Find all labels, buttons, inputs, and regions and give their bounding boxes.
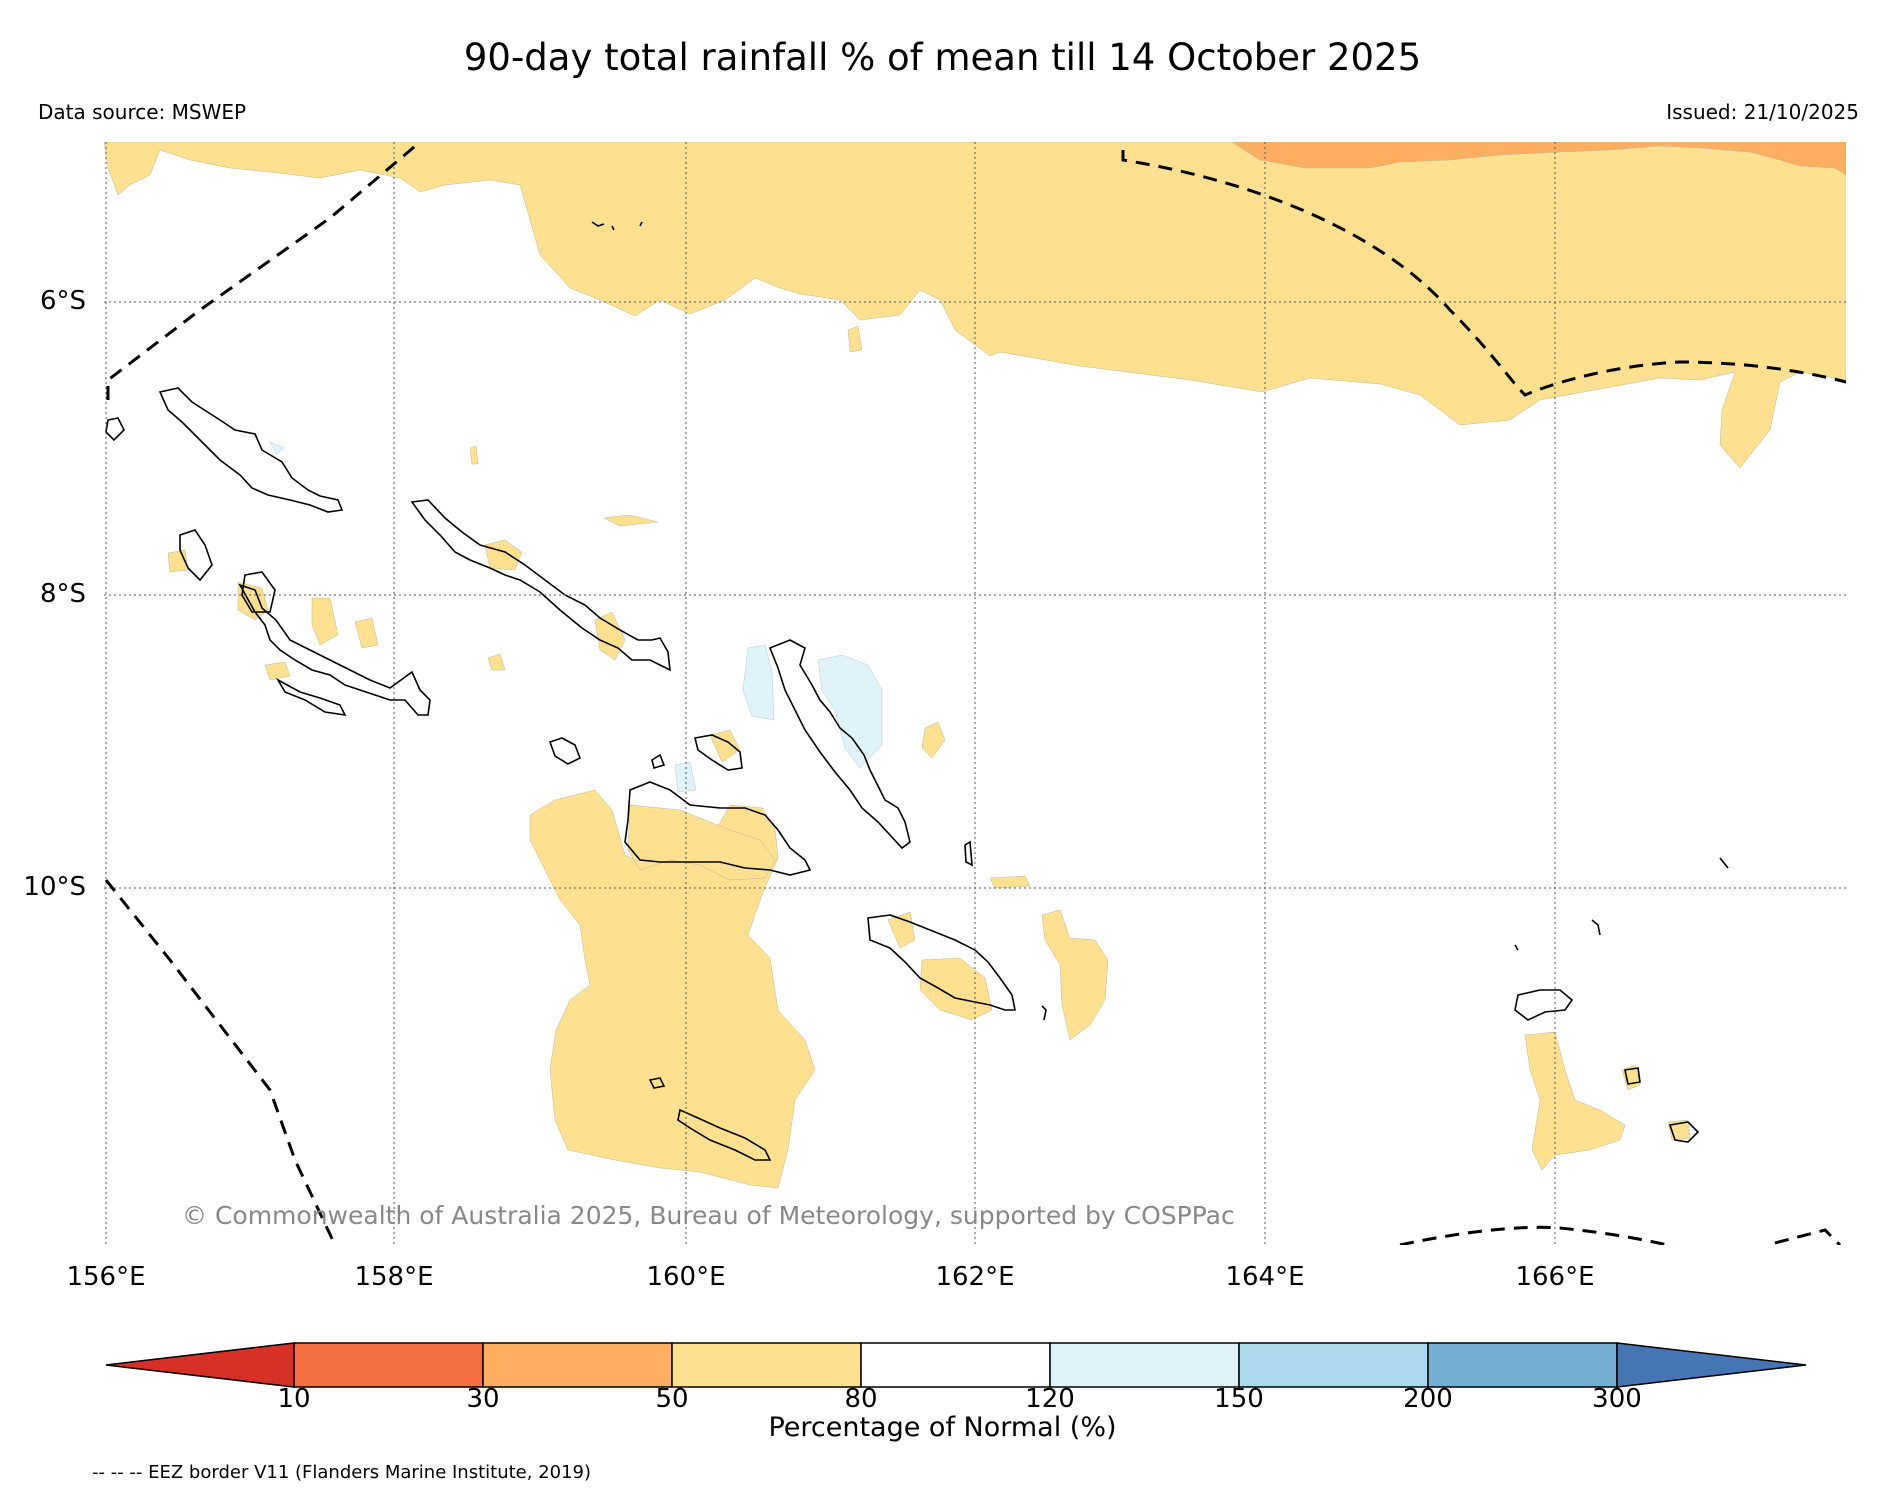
coastline-shortland bbox=[105, 417, 125, 442]
colorbar-tick-10: 10 bbox=[277, 1384, 311, 1414]
rainfall-region-small-3 bbox=[594, 611, 626, 661]
coastline-rennell bbox=[677, 1108, 772, 1161]
rainfall-region-small-6 bbox=[237, 581, 269, 621]
lon-label-156E: 156°E bbox=[66, 1262, 146, 1292]
lat-label-8S: 8°S bbox=[39, 579, 86, 609]
coastline-small-c bbox=[1514, 919, 1601, 951]
coastline-rendova bbox=[275, 677, 347, 717]
data-source-label: Data source: MSWEP bbox=[38, 100, 247, 124]
rainfall-region-small-15 bbox=[847, 325, 863, 353]
eez-border-nw bbox=[106, 142, 421, 400]
lat-label-10S: 10°S bbox=[23, 872, 86, 902]
coastline-kolombangara bbox=[241, 571, 276, 613]
coastline-malaita bbox=[768, 639, 911, 850]
coastline-russell bbox=[548, 737, 582, 765]
lon-label-164E: 164°E bbox=[1225, 1262, 1305, 1292]
lon-label-160E: 160°E bbox=[646, 1262, 726, 1292]
rainfall-region-small-10 bbox=[1621, 1064, 1641, 1091]
rainfall-region-makira-west bbox=[887, 911, 916, 949]
colorbar-bin-80-120 bbox=[860, 1342, 1051, 1388]
rainfall-region-rennell-east bbox=[1041, 909, 1109, 1041]
colorbar-extend-high bbox=[1616, 1342, 1807, 1388]
coastlines bbox=[105, 221, 1729, 1161]
colorbar bbox=[105, 1342, 1807, 1388]
colorbar-tick-50: 50 bbox=[655, 1384, 689, 1414]
colorbar-tick-200: 200 bbox=[1403, 1384, 1453, 1414]
rainfall-region-makira bbox=[919, 957, 993, 1021]
rainfall-region-wet-2 bbox=[742, 644, 775, 721]
colorbar-bin-30-50 bbox=[482, 1342, 673, 1388]
coastline-small-d bbox=[1041, 857, 1729, 1021]
issued-date-label: Issued: 21/10/2025 bbox=[1666, 100, 1859, 124]
rainfall-region-small-2 bbox=[709, 729, 741, 763]
coastline-vella-lavella bbox=[179, 529, 213, 582]
colorbar-bin-150-200 bbox=[1238, 1342, 1429, 1388]
copyright-watermark: © Commonwealth of Australia 2025, Bureau… bbox=[182, 1201, 1235, 1230]
coastline-new-georgia bbox=[238, 583, 431, 716]
coastline-bougainville bbox=[158, 387, 344, 513]
coastline-small-a bbox=[651, 753, 666, 770]
coastline-florida bbox=[694, 734, 743, 771]
rainfall-region-small-14 bbox=[487, 653, 506, 671]
colorbar-tick-300: 300 bbox=[1592, 1384, 1642, 1414]
rainfall-region-small-4 bbox=[484, 539, 523, 571]
coastline-utupua bbox=[1624, 1067, 1641, 1085]
coastline-small-b bbox=[964, 840, 973, 867]
coastline-choiseul bbox=[410, 499, 671, 672]
colorbar-bin-10-30 bbox=[293, 1342, 484, 1388]
colorbar-tick-80: 80 bbox=[844, 1384, 878, 1414]
coastline-makira bbox=[867, 914, 1016, 1011]
rainfall-region-small-12 bbox=[264, 661, 291, 681]
rainfall-region-north bbox=[104, 142, 1846, 469]
graticule bbox=[104, 142, 1846, 1245]
rainfall-region-small-9 bbox=[989, 875, 1031, 889]
coastline-bellona bbox=[648, 1077, 666, 1089]
coastline-ndeni bbox=[1514, 989, 1574, 1021]
rainfall-region-wet-4 bbox=[269, 441, 285, 455]
colorbar-tick-150: 150 bbox=[1214, 1384, 1264, 1414]
rainfall-region-small-8 bbox=[354, 617, 379, 649]
colorbar-bin-120-150 bbox=[1049, 1342, 1240, 1388]
rainfall-region-small-1 bbox=[921, 721, 946, 759]
eez-legend-note: -- -- -- EEZ border V11 (Flanders Marine… bbox=[92, 1462, 592, 1483]
eez-border-se bbox=[1399, 1225, 1842, 1245]
lon-label-166E: 166°E bbox=[1515, 1262, 1595, 1292]
eez-borders bbox=[104, 142, 1846, 1245]
lon-label-158E: 158°E bbox=[354, 1262, 434, 1292]
rainfall-region-northeast-orange bbox=[1231, 142, 1846, 176]
colorbar-extend-low bbox=[105, 1342, 295, 1388]
rainfall-region-small-16 bbox=[469, 445, 479, 465]
colorbar-bin-200-300 bbox=[1427, 1342, 1618, 1388]
eez-border-ne bbox=[1121, 150, 1846, 397]
lat-label-6S: 6°S bbox=[39, 286, 86, 316]
colorbar-tick-30: 30 bbox=[466, 1384, 500, 1414]
colorbar-title: Percentage of Normal (%) bbox=[768, 1412, 1117, 1443]
coastline-vanikoro bbox=[1668, 1121, 1700, 1143]
colorbar-tick-120: 120 bbox=[1025, 1384, 1075, 1414]
eez-border-sw bbox=[104, 879, 337, 1245]
rainfall-region-small-7 bbox=[311, 597, 339, 646]
colorbar-bin-50-80 bbox=[671, 1342, 862, 1388]
coastline-guadalcanal bbox=[624, 781, 812, 876]
coastline-ontong-java bbox=[591, 221, 643, 231]
rainfall-region-wet-1 bbox=[817, 654, 883, 769]
rainfall-region-small-5 bbox=[603, 514, 659, 527]
map-title: 90-day total rainfall % of mean till 14 … bbox=[463, 36, 1422, 79]
rainfall-region-santa-cruz bbox=[1524, 1031, 1626, 1171]
lon-label-162E: 162°E bbox=[935, 1262, 1015, 1292]
